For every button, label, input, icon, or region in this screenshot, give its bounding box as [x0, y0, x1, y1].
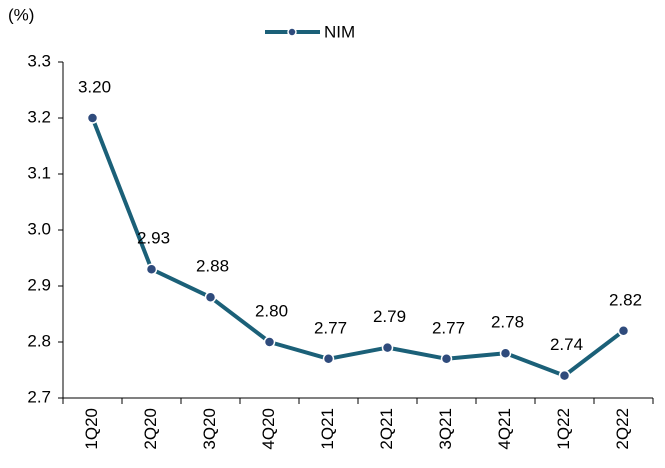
y-tick-label: 3.3 — [27, 51, 51, 70]
y-tick-label: 2.7 — [27, 387, 51, 406]
x-tick-label: 3Q20 — [200, 408, 219, 450]
y-axis-unit: (%) — [8, 5, 34, 24]
x-tick-label: 2Q21 — [377, 408, 396, 450]
data-label: 2.77 — [314, 318, 347, 337]
x-tick-label: 2Q22 — [613, 408, 632, 450]
x-tick-label: 1Q20 — [82, 408, 101, 450]
data-label: 2.79 — [373, 307, 406, 326]
data-label: 3.20 — [78, 77, 111, 96]
data-label: 2.74 — [550, 335, 583, 354]
x-tick-label: 2Q20 — [141, 408, 160, 450]
data-point — [499, 347, 512, 359]
data-label: 2.77 — [432, 318, 465, 337]
data-point — [86, 112, 99, 124]
x-tick-label: 4Q21 — [495, 408, 514, 450]
legend-marker — [287, 27, 297, 37]
x-tick-label: 1Q21 — [318, 408, 337, 450]
data-point — [558, 369, 571, 382]
data-label: 2.88 — [196, 257, 229, 276]
y-tick-label: 3.0 — [27, 219, 51, 238]
y-tick-label: 2.9 — [27, 275, 51, 294]
legend-label: NIM — [324, 22, 355, 41]
data-point — [617, 325, 630, 337]
x-tick-label: 3Q21 — [436, 408, 455, 450]
data-point — [322, 353, 335, 365]
data-point — [263, 336, 276, 348]
series-line — [90, 117, 625, 378]
data-label: 2.93 — [137, 229, 170, 248]
y-tick-label: 3.2 — [27, 107, 51, 126]
data-point — [204, 291, 217, 303]
data-point — [381, 341, 394, 354]
y-tick-label: 3.1 — [27, 163, 51, 182]
data-point — [440, 353, 453, 365]
data-label: 2.80 — [255, 301, 288, 320]
x-tick-label: 4Q20 — [259, 408, 278, 450]
data-label: 2.82 — [609, 290, 642, 309]
data-point — [145, 263, 158, 275]
y-tick-label: 2.8 — [27, 331, 51, 350]
data-label: 2.78 — [491, 313, 524, 332]
x-tick-label: 1Q22 — [554, 408, 573, 450]
